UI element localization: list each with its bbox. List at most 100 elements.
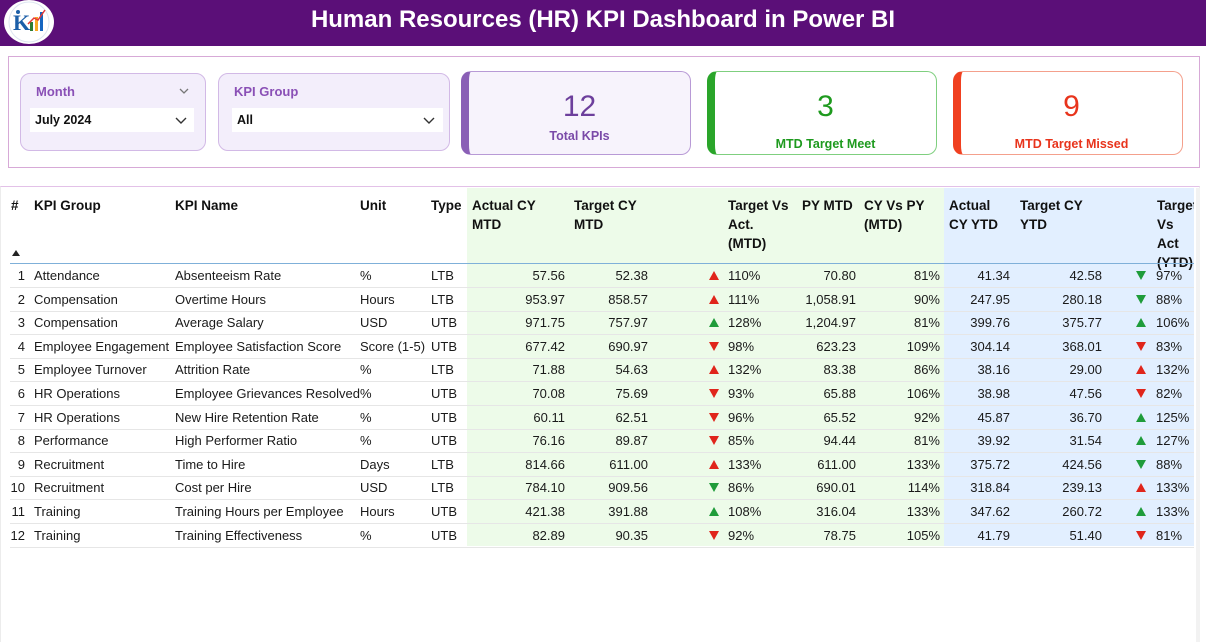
actual-cy-ytd-cell: 399.76 (970, 315, 1010, 331)
target-cy-ytd-cell: 239.13 (1062, 480, 1102, 496)
target-vs-act-mtd-cell: 110% (728, 268, 761, 283)
kpi-name-cell: Attrition Rate (175, 362, 251, 378)
target-vs-act-mtd-cell: 133% (728, 456, 762, 472)
cy-vs-py-mtd-cell: 114% (907, 480, 940, 496)
down-triangle-icon (1136, 341, 1146, 351)
column-header-target-cy-mtd[interactable]: Target CY MTD (574, 196, 637, 234)
table-row[interactable]: 5 Employee Turnover Attrition Rate % LTB… (0, 358, 1200, 383)
chevron-down-icon[interactable] (179, 86, 189, 96)
kpi-group-cell: Training (34, 527, 81, 543)
svg-text:K: K (13, 10, 30, 35)
column-header-cy-vs-py-mtd[interactable]: CY Vs PY (MTD) (864, 196, 925, 234)
kpi-name-cell: Training Hours per Employee (175, 504, 344, 519)
up-triangle-icon (1136, 412, 1146, 422)
target-vs-act-ytd-cell: 125% (1156, 409, 1190, 425)
table-row[interactable]: 4 Employee Engagement Employee Satisfact… (0, 335, 1200, 359)
column-header-py-mtd[interactable]: PY MTD (802, 198, 853, 213)
actual-cy-ytd-cell: 347.62 (970, 504, 1010, 519)
type-cell: LTB (431, 291, 454, 307)
table-row[interactable]: 9 Recruitment Time to Hire Days LTB 814.… (0, 453, 1200, 477)
table-row[interactable]: 1 Attendance Absenteeism Rate % LTB 57.5… (0, 264, 1200, 288)
target-cy-mtd-cell: 611.00 (609, 456, 648, 472)
actual-cy-mtd-cell: 814.66 (525, 456, 565, 472)
down-triangle-icon (1136, 389, 1146, 398)
column-header-kpi-name[interactable]: KPI Name (175, 198, 239, 213)
target-cy-mtd-cell: 90.35 (615, 527, 648, 543)
kpi-name-cell: Cost per Hire (175, 480, 252, 496)
sort-ascending-icon[interactable] (12, 250, 20, 256)
chevron-down-icon[interactable] (423, 114, 435, 126)
table-row[interactable]: 6 HR Operations Employee Grievances Reso… (0, 382, 1200, 406)
column-header-target-cy-ytd[interactable]: Target CY YTD (1020, 196, 1083, 234)
header-line: Target CY (1020, 198, 1083, 213)
table-row[interactable]: 8 Performance High Performer Ratio % UTB… (0, 429, 1200, 454)
column-header-unit[interactable]: Unit (360, 198, 387, 213)
cy-vs-py-mtd-cell: 81% (913, 433, 940, 449)
header-line: (MTD) (728, 236, 767, 251)
row-number: 9 (17, 456, 25, 472)
row-number: 4 (17, 338, 25, 354)
mtd-target-meet-value: 3 (817, 90, 834, 123)
mtd-target-missed-label: MTD Target Missed (1014, 137, 1129, 151)
table-scrollbar[interactable] (1196, 188, 1200, 642)
table-row[interactable]: 7 HR Operations New Hire Retention Rate … (0, 406, 1200, 430)
kpi-group-slicer[interactable]: KPI Group All (218, 73, 450, 151)
cy-vs-py-mtd-cell: 90% (913, 291, 940, 307)
column-header-type[interactable]: Type (431, 198, 462, 213)
kpi-group-dropdown[interactable]: All (232, 108, 443, 132)
header-line: Target (1157, 198, 1194, 213)
month-dropdown[interactable]: July 2024 (30, 108, 194, 132)
chevron-down-icon[interactable] (175, 114, 187, 126)
row-divider (10, 499, 1194, 501)
target-cy-mtd-cell: 62.51 (615, 409, 648, 425)
kpi-group-selected-value: All (237, 113, 253, 127)
target-cy-ytd-cell: 47.56 (1069, 386, 1102, 401)
cy-vs-py-mtd-cell: 92% (913, 409, 940, 425)
ytd-column-band (944, 188, 1194, 546)
kpi-group-slicer-label: KPI Group (234, 84, 299, 99)
kpi-name-cell: Employee Grievances Resolved (175, 386, 360, 401)
actual-cy-mtd-cell: 421.38 (525, 504, 565, 519)
type-cell: LTB (431, 362, 454, 378)
unit-cell: Hours (360, 291, 395, 307)
column-header-target-vs-act-ytd[interactable]: Target Vs Act (YTD) (1157, 196, 1194, 272)
cy-vs-py-mtd-cell: 106% (906, 386, 940, 401)
row-number: 8 (17, 433, 25, 449)
header-line: YTD (1020, 217, 1047, 232)
target-cy-ytd-cell: 29.00 (1069, 362, 1102, 378)
header-line: MTD (574, 217, 604, 232)
table-row[interactable]: 3 Compensation Average Salary USD UTB 97… (0, 311, 1200, 336)
kpi-name-cell: Average Salary (175, 315, 264, 331)
target-vs-act-ytd-cell: 88% (1156, 456, 1183, 472)
month-slicer[interactable]: Month July 2024 (20, 73, 206, 151)
table-row[interactable]: 11 Training Training Hours per Employee … (0, 500, 1200, 524)
column-header-number[interactable]: # (11, 198, 19, 213)
target-vs-act-ytd-cell: 97% (1156, 268, 1183, 283)
up-triangle-icon (709, 271, 719, 280)
column-header-target-vs-act-mtd[interactable]: Target Vs Act. (MTD) (728, 196, 789, 253)
table-row[interactable]: 10 Recruitment Cost per Hire USD LTB 784… (0, 476, 1200, 501)
target-cy-ytd-cell: 51.40 (1069, 527, 1102, 543)
column-header-kpi-group[interactable]: KPI Group (34, 198, 101, 213)
up-triangle-icon (1136, 318, 1146, 328)
row-number: 3 (17, 315, 25, 331)
table-row[interactable]: 12 Training Training Effectiveness % UTB… (0, 524, 1200, 548)
kpi-group-cell: Compensation (34, 291, 118, 307)
cy-vs-py-mtd-cell: 86% (913, 362, 940, 378)
column-header-actual-cy-mtd[interactable]: Actual CY MTD (472, 196, 536, 234)
header-line: (YTD) (1157, 255, 1193, 270)
target-vs-act-ytd-cell: 88% (1156, 291, 1183, 307)
target-cy-ytd-cell: 260.72 (1062, 504, 1102, 519)
row-number: 6 (17, 386, 25, 401)
target-vs-act-mtd-cell: 85% (728, 433, 755, 449)
unit-cell: % (360, 433, 372, 449)
kpi-name-cell: Training Effectiveness (175, 527, 303, 543)
actual-cy-ytd-cell: 45.87 (977, 409, 1010, 425)
table-row[interactable]: 2 Compensation Overtime Hours Hours LTB … (0, 288, 1200, 312)
target-vs-act-mtd-cell: 93% (728, 386, 755, 401)
column-header-actual-cy-ytd[interactable]: Actual CY YTD (949, 196, 998, 234)
header-bar: K Human Resources (HR) KPI Dashboard in … (0, 0, 1206, 46)
row-number: 10 (10, 480, 25, 496)
actual-cy-mtd-cell: 971.75 (525, 315, 565, 331)
target-cy-ytd-cell: 42.58 (1069, 268, 1102, 283)
